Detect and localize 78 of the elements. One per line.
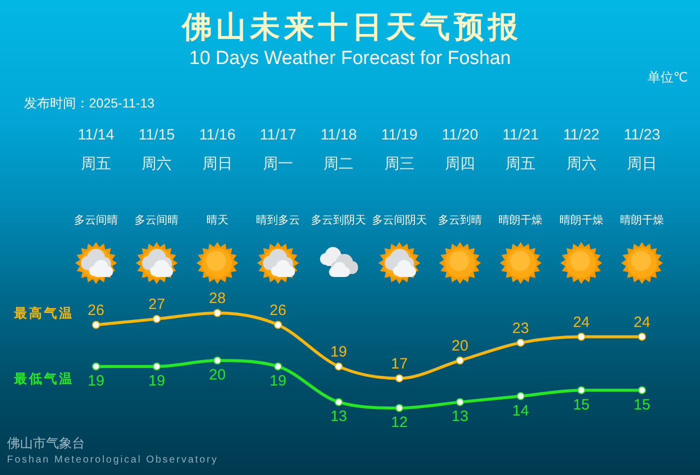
point xyxy=(274,320,282,329)
point xyxy=(334,362,343,370)
text: 周五 xyxy=(81,155,112,173)
text: 周一 xyxy=(263,155,293,173)
point xyxy=(334,398,343,406)
x-tick-label: 11/17 xyxy=(260,126,296,144)
point xyxy=(152,314,161,323)
text: 周日 xyxy=(202,155,232,173)
data-label: 15 xyxy=(572,396,590,414)
text: 单位℃ xyxy=(647,70,688,86)
x-tick-label: 11/19 xyxy=(381,126,418,144)
data-label: 26 xyxy=(270,302,286,320)
x-tick-label: 11/18 xyxy=(320,126,357,144)
text: 多云间晴 xyxy=(74,214,118,228)
data-label: 24 xyxy=(634,314,650,331)
x-tick-label: 11/23 xyxy=(624,126,660,144)
point xyxy=(456,398,464,406)
point xyxy=(213,309,222,317)
data-label: 20 xyxy=(452,338,468,355)
text: 周六 xyxy=(142,155,172,173)
point xyxy=(274,362,282,370)
point xyxy=(577,386,586,394)
text: 发布时间：2025-11-13 xyxy=(24,96,155,112)
text: 周六 xyxy=(566,155,596,173)
data-label: 13 xyxy=(330,408,348,426)
x-tick-label: 11/21 xyxy=(502,126,539,144)
data-label: 26 xyxy=(88,302,104,320)
point xyxy=(456,356,464,364)
data-label: 28 xyxy=(209,290,226,308)
text: 周五 xyxy=(506,155,536,173)
data-label: 15 xyxy=(634,396,650,414)
text: 佛山市气象台 xyxy=(7,436,85,452)
point xyxy=(152,362,161,370)
point xyxy=(92,320,100,329)
text: 晴朗干燥 xyxy=(559,214,604,228)
data-label: 17 xyxy=(390,355,408,372)
series-label: 最高气温 xyxy=(13,305,74,320)
text: 周二 xyxy=(324,155,354,173)
text: 多云间晴 xyxy=(134,214,179,228)
chart-subtitle: 10 Days Weather Forecast for Foshan xyxy=(189,48,511,70)
x-tick-label: 11/14 xyxy=(78,126,114,144)
point xyxy=(395,374,404,382)
text: 周日 xyxy=(626,155,657,173)
data-label: 23 xyxy=(512,320,529,337)
text: 周三 xyxy=(384,155,414,173)
text: 多云到晴 xyxy=(438,214,482,228)
text: 晴到多云 xyxy=(256,214,300,228)
data-label: 19 xyxy=(88,372,104,390)
point xyxy=(516,338,525,347)
text: 晴天 xyxy=(206,214,228,228)
data-label: 24 xyxy=(572,314,590,331)
text: Foshan Meteorological Observatory xyxy=(7,454,218,466)
series-label: 最低气温 xyxy=(13,371,74,386)
data-label: 14 xyxy=(512,402,529,420)
text: 晴朗干燥 xyxy=(498,214,543,228)
text: 周四 xyxy=(444,155,475,173)
point xyxy=(638,332,646,341)
data-label: 12 xyxy=(390,414,408,432)
point xyxy=(516,392,525,400)
point xyxy=(395,404,404,412)
text: 多云到阴天 xyxy=(311,214,366,228)
data-label: 19 xyxy=(148,372,166,390)
point xyxy=(577,332,586,341)
data-label: 19 xyxy=(330,344,348,361)
x-tick-label: 11/22 xyxy=(563,126,600,144)
text: 晴朗干燥 xyxy=(620,214,664,228)
chart-title: 佛山未来十日天气预报 xyxy=(182,10,522,46)
data-label: 13 xyxy=(452,408,468,426)
x-tick-label: 11/16 xyxy=(199,126,236,144)
text: 多云间阴天 xyxy=(372,214,427,228)
data-label: 20 xyxy=(209,366,226,384)
point xyxy=(638,386,646,394)
x-tick-label: 11/15 xyxy=(138,126,175,144)
data-label: 27 xyxy=(148,296,166,314)
point xyxy=(92,362,100,370)
point xyxy=(213,356,222,364)
x-tick-label: 11/20 xyxy=(442,126,478,144)
data-label: 19 xyxy=(270,372,286,390)
